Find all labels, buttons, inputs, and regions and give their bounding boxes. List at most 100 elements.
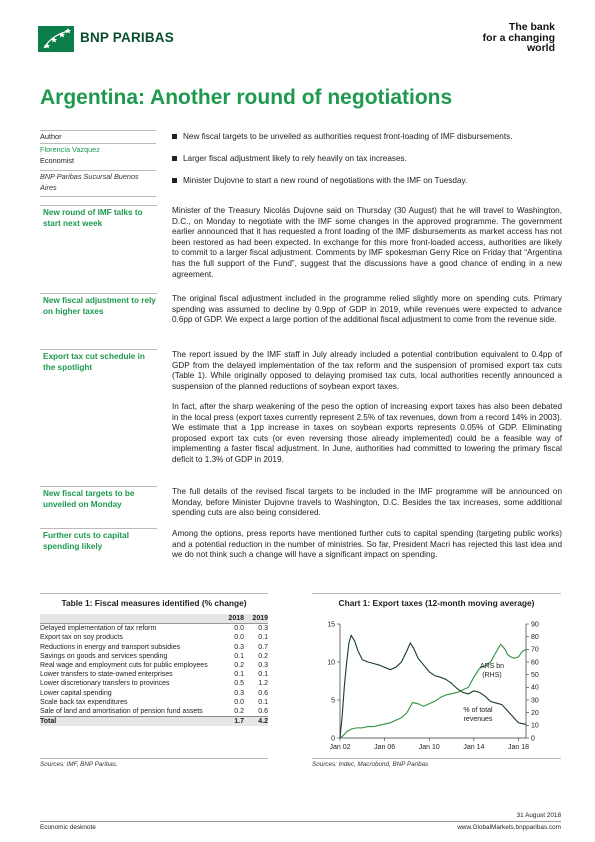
key-points: New fiscal targets to be unveiled as aut… [172, 131, 562, 197]
table-row: Scale back tax expenditures 0.0 0.1 [40, 698, 268, 707]
body-paragraph: Minister of the Treasury Nicolás Dujovne… [172, 206, 562, 279]
table-body: Delayed implementation of tax reform 0.0 0… [40, 624, 268, 727]
author-divider [40, 195, 156, 197]
y-left-tick-label: 5 [331, 697, 335, 704]
table-cell-label: Total [40, 716, 220, 727]
table-header-cell [40, 614, 220, 625]
tagline-line: world [527, 42, 555, 54]
x-tick-label: Jan 18 [508, 744, 529, 751]
table-row: Lower capital spending 0.3 0.6 [40, 689, 268, 698]
table-cell-2018: 0.0 [234, 634, 244, 642]
table-cell-2018: 1.7 [220, 716, 244, 727]
section-heading: Further cuts to capital spending likely [40, 528, 157, 554]
report-date: 31 August 2018 [516, 812, 561, 819]
table-cell-label: Real wage and employment cuts for public… [40, 662, 208, 670]
export-taxes-chart: 0 5 10 15 0 10 20 30 40 50 60 70 80 90 Jan 02 Jan 06 Jan… [327, 621, 539, 751]
chart-top-rule [312, 593, 561, 594]
chart-title: Chart 1: Export taxes (12-month moving a… [338, 598, 535, 608]
y-right-tick-label: 20 [531, 710, 539, 717]
series-line-ars-bn [339, 643, 527, 739]
table-top-rule [40, 593, 268, 594]
key-point: Minister Dujovne to start a new round of… [172, 175, 562, 186]
table-cell-label: Sale of land and amortisation of pension… [40, 708, 203, 716]
x-tick-label: Jan 02 [329, 744, 350, 751]
x-tick-label: Jan 10 [419, 744, 440, 751]
table-cell-2018: 0.0 [234, 625, 244, 633]
brand-name: BNP PARIBAS [80, 30, 174, 45]
x-tick-label: Jan 06 [374, 744, 395, 751]
brand-tagline: The bank for a changing world [483, 22, 555, 54]
author-name: Florencia Vazquez [40, 142, 156, 156]
y-right-tick-label: 40 [531, 685, 539, 692]
table-cell-2018: 0.3 [234, 689, 244, 697]
author-role: Economist [40, 155, 75, 165]
author-label: Author [40, 130, 156, 143]
table-cell-2019: 0.3 [258, 662, 268, 670]
table-cell-2019: 0.7 [258, 643, 268, 651]
table-cell-2019: 0.3 [258, 625, 268, 633]
table-header-row: 2018 2019 [40, 614, 268, 625]
body-paragraph: The report issued by the IMF staff in Ju… [172, 350, 562, 391]
table-title: Table 1: Fiscal measures identified (% c… [61, 598, 247, 608]
y-right-tick-label: 80 [531, 634, 539, 641]
table-cell-2018: 0.2 [234, 708, 244, 716]
table-row: Savings on goods and services spending 0.… [40, 652, 268, 661]
table-row: Delayed implementation of tax reform 0.0 0… [40, 624, 268, 634]
footer-rule [40, 821, 561, 822]
table-cell-2019: 4.2 [244, 716, 268, 727]
fiscal-measures-table: 2018 2019 Delayed implementation of tax … [40, 614, 268, 727]
table-cell-label: Scale back tax expenditures [40, 698, 128, 706]
footer-website[interactable]: www.GlobalMarkets.bnpparibas.com [457, 824, 561, 831]
section-heading: New round of IMF talks to start next wee… [40, 205, 157, 231]
body-paragraph: In fact, after the sharp weakening of th… [172, 402, 562, 464]
table-cell-2019: 1.2 [258, 680, 268, 688]
table-cell-label: Export tax on soy products [40, 634, 123, 642]
author-affiliation: BNP Paribas Sucursal Buenos Aires [40, 170, 156, 194]
table-cell-label: Lower capital spending [40, 689, 112, 697]
series-line-pct-revenues [339, 634, 527, 739]
author-box: Author Florencia Vazquez Economist BNP P… [40, 130, 156, 197]
y-right-tick-label: 50 [531, 672, 539, 679]
y-right-tick-label: 60 [531, 659, 539, 666]
tagline-line: The bank [508, 21, 555, 33]
table-total-row: Total 1.7 4.2 [40, 716, 268, 727]
table-cell-2018: 0.1 [234, 671, 244, 679]
series-label-ars-bn: ARS bn [480, 663, 504, 670]
table-row: Export tax on soy products 0.0 0.1 [40, 633, 268, 642]
body-paragraph: The full details of the revised fiscal t… [172, 487, 562, 518]
series-label-ars-bn-unit: (RHS) [482, 672, 501, 679]
section-heading: Export tax cut schedule in the spotlight [40, 349, 157, 375]
table-header-cell: 2019 [244, 614, 268, 625]
table-cell-2019: 0.1 [258, 698, 268, 706]
table-cell-2019: 0.2 [258, 652, 268, 660]
x-tick-label: Jan 14 [463, 744, 484, 751]
stars-logo-icon [43, 28, 71, 49]
table-cell-2018: 0.2 [234, 662, 244, 670]
table-cell-label: Lower transfers to state-owned enterpris… [40, 671, 173, 679]
y-right-tick-label: 70 [531, 647, 539, 654]
table-row: Lower transfers to state-owned enterpris… [40, 670, 268, 679]
table-row: Real wage and employment cuts for public… [40, 661, 268, 670]
table-row: Sale of land and amortisation of pension… [40, 707, 268, 717]
y-left-tick-label: 10 [327, 659, 335, 666]
y-left-tick-label: 15 [327, 621, 335, 628]
body-paragraph: The original fiscal adjustment included … [172, 294, 562, 325]
table-cell-2018: 0.0 [234, 698, 244, 706]
series-label-pct-revenues: % of total [463, 707, 493, 714]
table-row: Lower discretionary transfers to provinc… [40, 679, 268, 688]
table-cell-2019: 0.1 [258, 671, 268, 679]
table-bottom-rule [40, 758, 268, 759]
key-point: New fiscal targets to be unveiled as aut… [172, 131, 562, 142]
table-cell-2019: 0.6 [258, 708, 268, 716]
section-heading: New fiscal adjustment to rely on higher … [40, 293, 157, 319]
y-right-tick-label: 10 [531, 723, 539, 730]
table-header-cell: 2018 [220, 614, 244, 625]
y-right-tick-label: 90 [531, 621, 539, 628]
table-cell-2019: 0.1 [258, 634, 268, 642]
footer-left: Economic desknote [40, 824, 96, 831]
tagline-line: for a changing [482, 31, 555, 44]
series-label-pct-revenues-2: revenues [464, 716, 493, 723]
table-cell-2018: 0.1 [234, 652, 244, 660]
table-cell-label: Lower discretionary transfers to provinc… [40, 680, 170, 688]
table-cell-2018: 0.3 [234, 643, 244, 651]
